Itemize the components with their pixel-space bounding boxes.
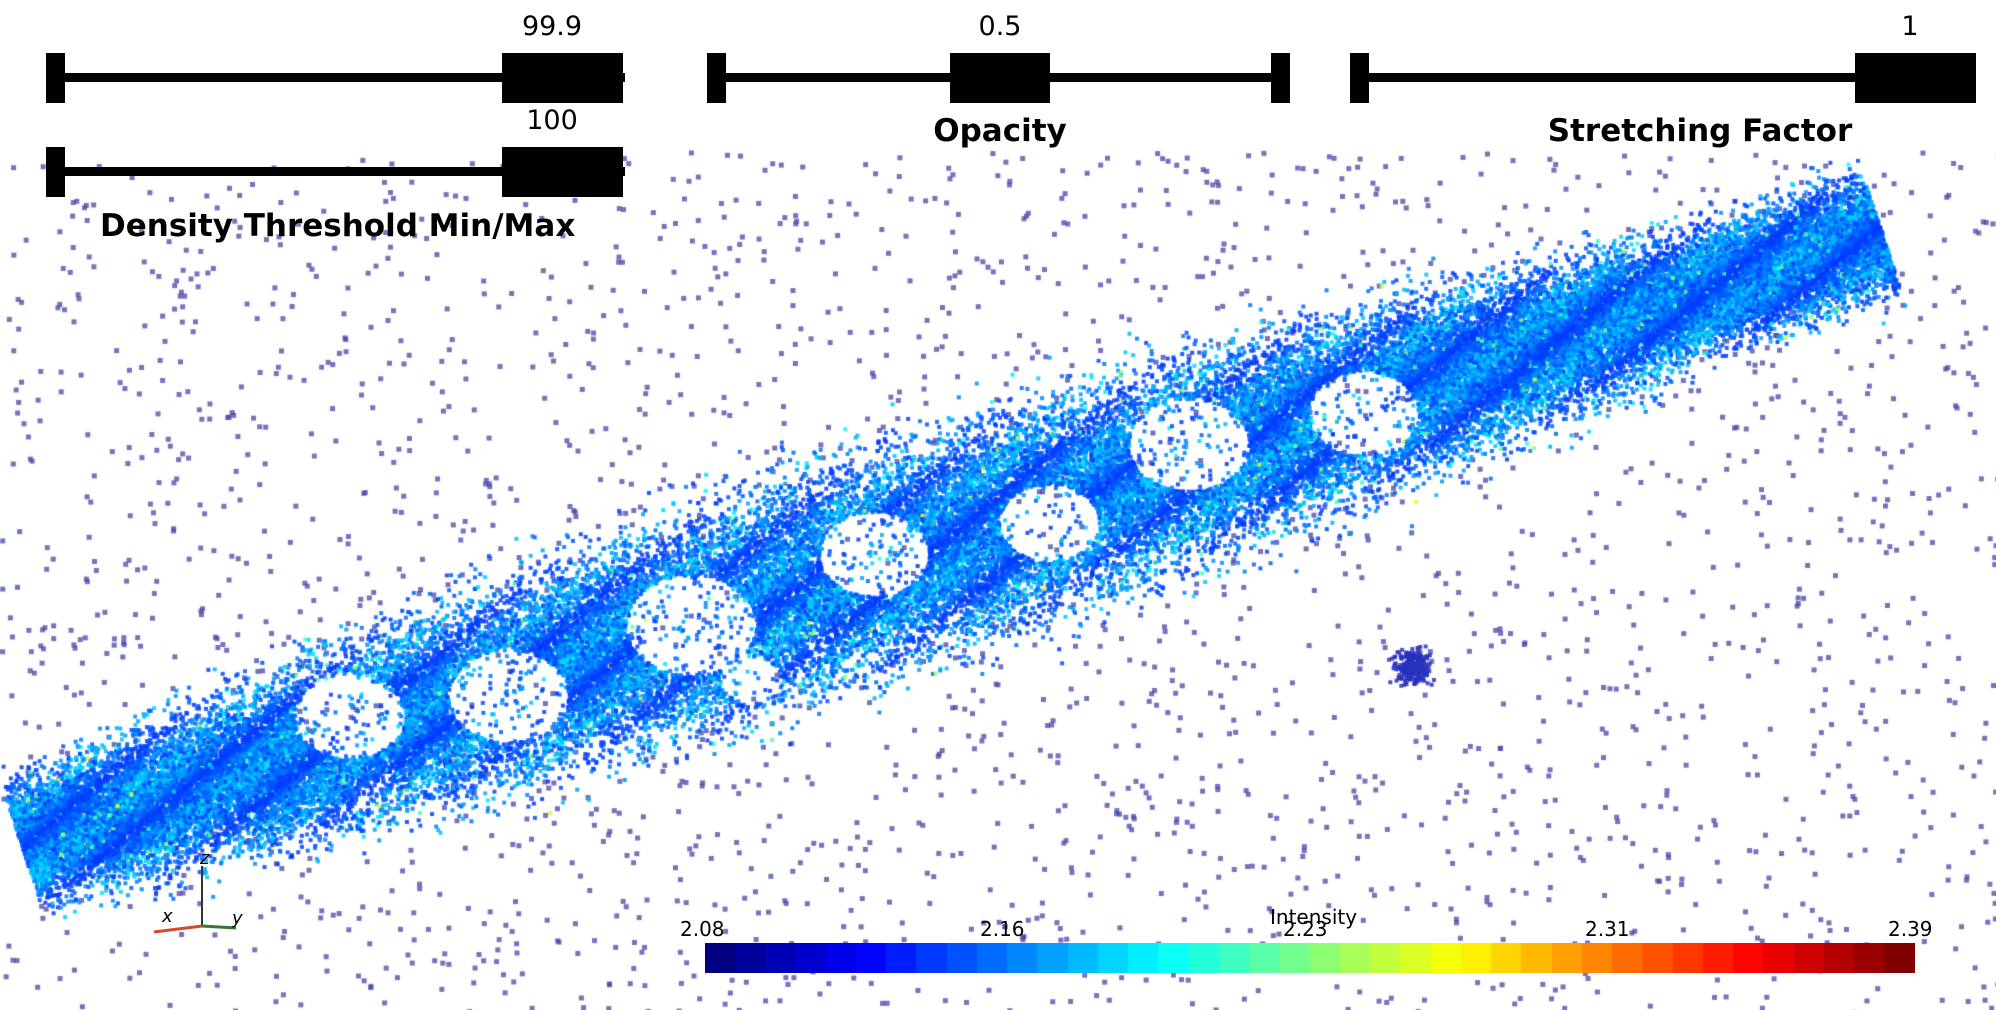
density-threshold-title: Density Threshold Min/Max [100,208,576,244]
density-max-value: 100 [526,105,578,136]
density-threshold-widget: 99.9 100 Density Threshold Min/Max [0,0,640,244]
colorbar-tick: 2.23 [1283,917,1328,941]
colorbar-tick: 2.08 [680,917,725,941]
colorbar-tick: 2.16 [980,917,1025,941]
opacity-title: Opacity [933,113,1067,149]
opacity-endcap-left [707,53,726,103]
stretching-handle[interactable] [1855,53,1976,103]
density-max-handle[interactable] [502,147,623,197]
axis-z-label: z [199,850,210,869]
colorbar-title: Intensity [1270,905,1358,929]
orientation-axes: z x y [153,850,243,934]
opacity-handle[interactable] [950,53,1050,103]
density-max-endcap-left [46,147,65,197]
colorbar-gradient [705,943,1915,973]
axis-y-label: y [231,908,243,929]
axis-x-line [153,924,203,934]
axis-x-label: x [161,906,173,927]
stretching-track[interactable] [1364,73,1904,82]
opacity-widget: 0.5 Opacity [690,0,1310,160]
density-min-endcap-left [46,53,65,103]
axis-y-line [201,924,237,930]
stretching-factor-widget: 1 Stretching Factor [1340,0,1996,160]
opacity-endcap-right [1271,53,1290,103]
density-min-value: 99.9 [521,11,583,42]
stretching-endcap-left [1350,53,1369,103]
stretching-factor-value: 1 [1901,11,1919,42]
density-max-track[interactable] [60,167,625,176]
stretching-factor-title: Stretching Factor [1547,113,1853,149]
colorbar-tick: 2.39 [1888,917,1933,941]
density-min-track[interactable] [60,73,625,82]
density-min-handle[interactable] [502,53,623,103]
colorbar-tick: 2.31 [1585,917,1630,941]
opacity-value: 0.5 [978,11,1022,42]
